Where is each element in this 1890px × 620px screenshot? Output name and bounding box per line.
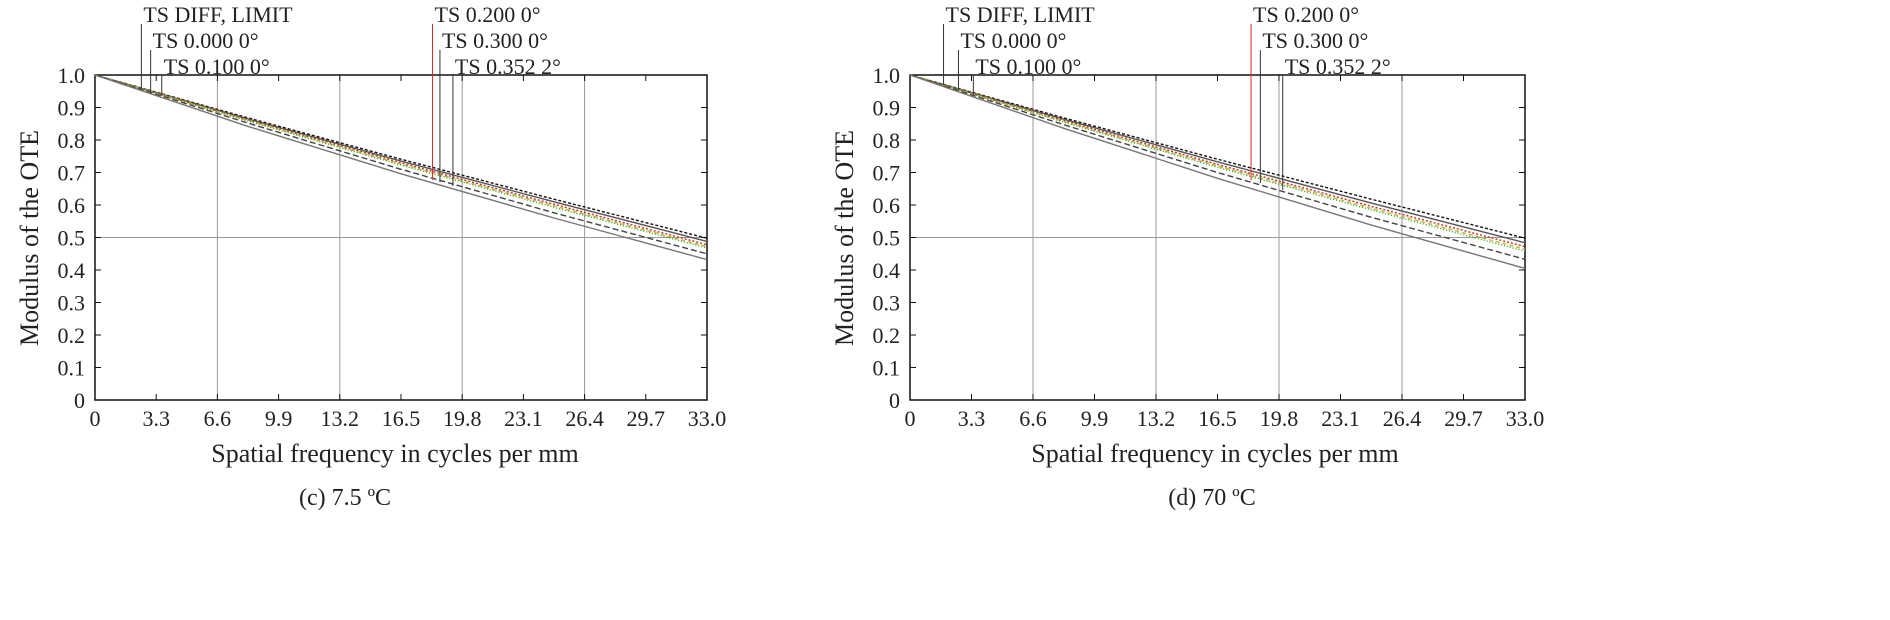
y-tick-label: 0.9 bbox=[873, 96, 901, 121]
x-tick-label: 9.9 bbox=[265, 406, 293, 431]
legend-label: TS 0.000 0° bbox=[960, 28, 1066, 53]
y-tick-label: 0.6 bbox=[58, 193, 86, 218]
y-tick-label: 0.1 bbox=[58, 356, 86, 381]
x-tick-label: 13.2 bbox=[321, 406, 360, 431]
x-tick-label: 9.9 bbox=[1081, 406, 1109, 431]
series-line bbox=[94, 74, 708, 249]
series-line bbox=[909, 74, 1526, 239]
x-tick-label: 13.2 bbox=[1137, 406, 1176, 431]
x-tick-label: 6.6 bbox=[204, 406, 232, 431]
grid bbox=[910, 75, 1525, 400]
legend-label: TS 0.352 2° bbox=[1285, 54, 1391, 79]
series-line bbox=[94, 74, 708, 246]
x-tick-label: 3.3 bbox=[142, 406, 170, 431]
series-line bbox=[94, 74, 708, 248]
y-tick-label: 0.2 bbox=[58, 323, 86, 348]
legend-label: TS 0.300 0° bbox=[442, 28, 548, 53]
series-line bbox=[94, 74, 708, 255]
y-tick-label: 0.2 bbox=[873, 323, 901, 348]
chart-caption: (c) 7.5 ºC bbox=[299, 485, 391, 511]
x-tick-label: 16.5 bbox=[382, 406, 421, 431]
legend-label: TS 0.200 0° bbox=[1253, 2, 1359, 27]
series-line bbox=[909, 74, 1526, 250]
legend-label: TS DIFF, LIMIT bbox=[143, 2, 293, 27]
legend-label: TS 0.352 2° bbox=[455, 54, 561, 79]
mtf-chart-panel-left: Modulus of the OTE Spatial frequency in … bbox=[0, 0, 815, 620]
x-axis-label: Spatial frequency in cycles per mm bbox=[211, 439, 578, 468]
y-tick-label: 0.7 bbox=[58, 161, 86, 186]
series-line bbox=[909, 74, 1526, 252]
x-tick-label: 0 bbox=[905, 406, 916, 431]
series-line bbox=[94, 74, 708, 239]
x-tick-label: 23.1 bbox=[1321, 406, 1360, 431]
x-tick-label: 16.5 bbox=[1198, 406, 1237, 431]
series-line bbox=[909, 74, 1526, 244]
x-tick-label: 19.8 bbox=[1260, 406, 1299, 431]
series-line bbox=[94, 74, 708, 243]
legend-label: TS 0.100 0° bbox=[975, 54, 1081, 79]
y-tick-label: 0.8 bbox=[58, 128, 86, 153]
series-line bbox=[909, 74, 1526, 270]
series-line bbox=[909, 74, 1526, 260]
y-tick-label: 0.3 bbox=[873, 291, 901, 316]
x-tick-label: 33.0 bbox=[1506, 406, 1545, 431]
y-tick-label: 0.4 bbox=[58, 258, 86, 283]
y-tick-label: 0.9 bbox=[58, 96, 86, 121]
y-tick-label: 1.0 bbox=[58, 63, 86, 88]
y-tick-label: 0.1 bbox=[873, 356, 901, 381]
y-tick-label: 0.7 bbox=[873, 161, 901, 186]
y-tick-label: 0 bbox=[889, 388, 900, 413]
series-line bbox=[94, 74, 708, 261]
x-tick-label: 0 bbox=[90, 406, 101, 431]
mtf-chart-right: Modulus of the OTE Spatial frequency in … bbox=[830, 2, 1545, 511]
x-tick-label: 26.4 bbox=[565, 406, 604, 431]
y-tick-label: 0.5 bbox=[58, 226, 86, 251]
legend-label: TS DIFF, LIMIT bbox=[946, 2, 1096, 27]
legend-label: TS 0.100 0° bbox=[164, 54, 270, 79]
y-tick-label: 1.0 bbox=[873, 63, 901, 88]
mtf-chart-left: Modulus of the OTE Spatial frequency in … bbox=[15, 2, 727, 511]
y-tick-label: 0.5 bbox=[873, 226, 901, 251]
x-tick-label: 19.8 bbox=[443, 406, 482, 431]
legend-label: TS 0.000 0° bbox=[153, 28, 259, 53]
x-axis-label: Spatial frequency in cycles per mm bbox=[1031, 439, 1398, 468]
y-tick-label: 0 bbox=[74, 388, 85, 413]
x-tick-label: 6.6 bbox=[1019, 406, 1047, 431]
y-axis-label: Modulus of the OTE bbox=[830, 130, 859, 346]
x-tick-label: 33.0 bbox=[688, 406, 727, 431]
series-line bbox=[909, 74, 1526, 248]
y-tick-label: 0.4 bbox=[873, 258, 901, 283]
mtf-chart-panel-right: Modulus of the OTE Spatial frequency in … bbox=[815, 0, 1760, 620]
y-tick-label: 0.8 bbox=[873, 128, 901, 153]
y-tick-label: 0.3 bbox=[58, 291, 86, 316]
grid bbox=[95, 75, 707, 400]
legend-label: TS 0.200 0° bbox=[435, 2, 541, 27]
x-tick-label: 29.7 bbox=[627, 406, 666, 431]
y-tick-label: 0.6 bbox=[873, 193, 901, 218]
x-tick-label: 26.4 bbox=[1383, 406, 1422, 431]
chart-caption: (d) 70 ºC bbox=[1168, 485, 1255, 511]
x-tick-label: 3.3 bbox=[958, 406, 986, 431]
x-tick-label: 23.1 bbox=[504, 406, 543, 431]
y-axis-label: Modulus of the OTE bbox=[15, 130, 44, 346]
x-tick-label: 29.7 bbox=[1444, 406, 1483, 431]
legend-label: TS 0.300 0° bbox=[1262, 28, 1368, 53]
